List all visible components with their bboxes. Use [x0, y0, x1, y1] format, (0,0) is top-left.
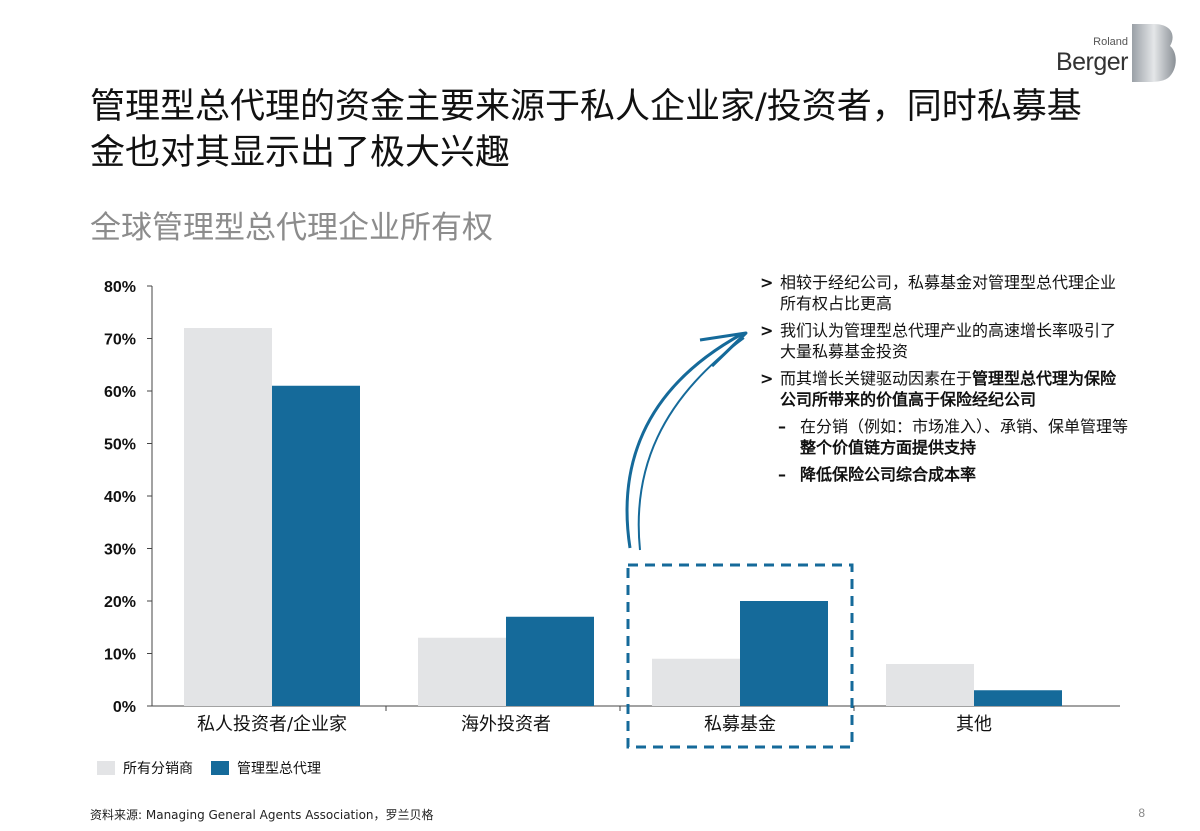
note-text: 相较于经纪公司，私募基金对管理型总代理企业所有权占比更高 [780, 273, 1117, 313]
x-category-label: 海外投资者 [461, 714, 551, 735]
bar-series-a [184, 328, 272, 706]
bar-series-b [974, 690, 1062, 706]
y-tick-label: 80% [104, 279, 136, 296]
legend-item-series-b: 管理型总代理 [211, 758, 321, 778]
bar-series-a [886, 664, 974, 706]
chart-subtitle: 全球管理型总代理企业所有权 [90, 210, 493, 246]
bar-series-b [506, 616, 594, 706]
note-item: > 相较于经纪公司，私募基金对管理型总代理企业所有权占比更高 [760, 272, 1130, 314]
page-number: 8 [1138, 806, 1145, 820]
bullet-marker: – [778, 465, 786, 484]
bar-series-b [272, 385, 360, 706]
source-note: 资料来源: Managing General Agents Associatio… [90, 808, 434, 822]
bar-series-b [740, 601, 828, 706]
y-tick-label: 20% [104, 594, 136, 611]
y-tick-label: 30% [104, 542, 136, 559]
chart-legend: 所有分销商 管理型总代理 [97, 758, 339, 778]
note-item: > 我们认为管理型总代理产业的高速增长率吸引了大量私募基金投资 [760, 320, 1130, 362]
page-title: 管理型总代理的资金主要来源于私人企业家/投资者，同时私募基金也对其显示出了极大兴… [90, 87, 1082, 173]
logo-roland-text: Roland [1093, 36, 1128, 48]
bar-series-a [418, 637, 506, 706]
roland-berger-logo: Roland Berger [1050, 22, 1180, 84]
y-tick-label: 40% [104, 489, 136, 506]
legend-item-series-a: 所有分销商 [97, 758, 193, 778]
arrow-shaft [625, 332, 743, 549]
bullet-marker: > [760, 273, 774, 292]
note-item: > 而其增长关键驱动因素在于管理型总代理为保险公司所带来的价值高于保险经纪公司 [760, 368, 1130, 410]
note-text: 降低保险公司综合成本率 [800, 465, 977, 484]
subnote-item: – 在分销（例如：市场准入）、承销、保单管理等整个价值链方面提供支持 [760, 416, 1130, 458]
arrow-head [699, 331, 748, 368]
legend-label-series-a: 所有分销商 [123, 761, 193, 777]
note-text: 管理型总代理为保险公司所带来的价值高于保险经纪公司 [780, 369, 1117, 409]
y-tick-label: 70% [104, 332, 136, 349]
bullet-marker: – [778, 417, 786, 436]
y-tick-label: 10% [104, 647, 136, 664]
x-category-label: 其他 [956, 714, 992, 735]
x-category-label: 私募基金 [704, 714, 776, 735]
y-tick-label: 50% [104, 437, 136, 454]
bullet-marker: > [760, 321, 774, 340]
legend-swatch-series-a [97, 761, 115, 775]
note-text: 我们认为管理型总代理产业的高速增长率吸引了大量私募基金投资 [780, 321, 1117, 361]
y-tick-label: 60% [104, 384, 136, 401]
legend-label-series-b: 管理型总代理 [237, 761, 321, 777]
logo-b-mark [1132, 24, 1176, 82]
commentary-notes: > 相较于经纪公司，私募基金对管理型总代理企业所有权占比更高 > 我们认为管理型总代理… [760, 272, 1130, 491]
x-category-label: 私人投资者/企业家 [197, 714, 347, 735]
note-text: 在分销（例如：市场准入）、承销、保单管理等 [800, 417, 1129, 436]
note-text: 而其增长关键驱动因素在于 [780, 369, 973, 388]
note-text: 整个价值链方面提供支持 [800, 438, 977, 457]
bar-series-a [652, 658, 740, 706]
logo-berger-text: Berger [1055, 48, 1129, 76]
subnote-item: – 降低保险公司综合成本率 [760, 464, 1130, 485]
highlight-box [626, 563, 854, 749]
y-tick-label: 0% [113, 699, 136, 716]
bullet-marker: > [760, 369, 774, 388]
legend-swatch-series-b [211, 761, 229, 775]
